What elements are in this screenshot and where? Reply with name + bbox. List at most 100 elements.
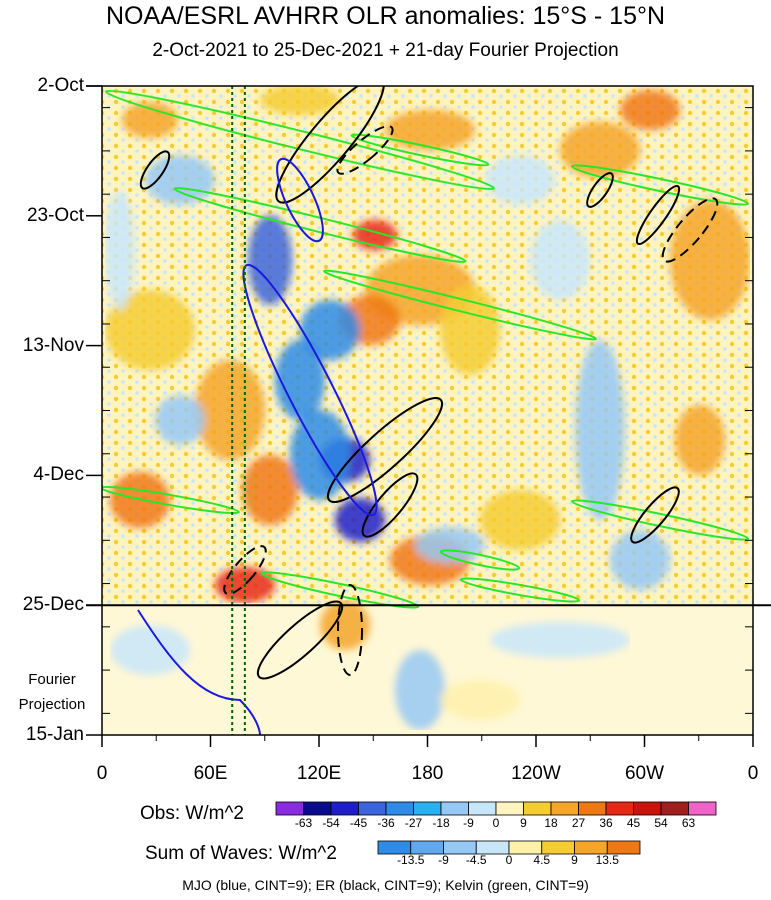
colorbar-swatch (578, 801, 607, 816)
er-contour-negative (337, 584, 363, 676)
anomaly-blob (155, 395, 205, 445)
colorbar-swatch (605, 801, 634, 816)
anomaly-blob (260, 86, 340, 115)
anomaly-blob (195, 360, 265, 460)
mjo-contours (137, 157, 378, 735)
kelvin-contour (323, 269, 597, 341)
x-tick-label: 120W (511, 763, 561, 784)
anomaly-blob (530, 220, 590, 300)
er-contour (630, 486, 680, 544)
colorbar-swatch (688, 801, 717, 816)
anomaly-blob (300, 300, 360, 360)
anomaly-blob (480, 490, 560, 550)
colorbar-label: -9 (438, 853, 449, 867)
projection-blob (110, 625, 190, 675)
colorbar-swatch (523, 801, 552, 816)
colorbar-swatch (606, 840, 641, 855)
colorbar-swatch (358, 801, 387, 816)
colorbar-swatch (413, 801, 442, 816)
kelvin-contour (570, 164, 750, 206)
y-tick-label: 4-Dec (33, 464, 84, 486)
colorbar-label: -18 (432, 816, 450, 830)
er-contour-negative (223, 545, 267, 595)
obs-anomaly-blobs (105, 86, 750, 603)
projection-anomaly-blobs (110, 600, 630, 730)
projection-blob (320, 600, 370, 650)
er-contour-negative (661, 197, 719, 263)
er-contour-negative (336, 125, 394, 175)
er-contours (139, 86, 719, 680)
mjo-contour (137, 609, 261, 735)
x-ticks (101, 735, 754, 747)
colorbar-swatch (550, 801, 579, 816)
kelvin-contour (439, 549, 521, 571)
anomaly-blob (670, 200, 750, 320)
projection-blob (490, 622, 630, 658)
colorbar-swatch (633, 801, 662, 816)
colorbar-label: 54 (654, 816, 668, 830)
anomaly-blob (385, 110, 475, 150)
er-contour (326, 397, 444, 503)
anomaly-blob (122, 102, 178, 138)
colorbar-swatch (275, 801, 304, 816)
colorbar-label: 0 (492, 816, 500, 830)
anomaly-blob (675, 405, 725, 475)
projection-blob (440, 680, 520, 720)
x-tick-label: 60E (193, 763, 228, 784)
y-tick-label: 15-Jan (25, 724, 84, 745)
colorbar-label: 18 (544, 816, 558, 830)
x-tick-label: 60W (624, 763, 665, 784)
kelvin-contour (260, 571, 420, 609)
x-tick-label: 180 (411, 763, 444, 784)
anomaly-blob (415, 527, 485, 563)
er-contour (275, 86, 385, 204)
er-contour (256, 600, 344, 680)
projection-label-line1: Fourier (28, 671, 76, 688)
y-ticks (86, 85, 753, 736)
obs-colorbar (275, 801, 717, 816)
colorbar-label: -63 (294, 816, 313, 830)
colorbar-swatch (385, 801, 414, 816)
colorbar-label: 36 (599, 816, 613, 830)
anomaly-blob (575, 340, 625, 520)
er-contour (361, 472, 419, 538)
anomaly-blob (145, 155, 215, 205)
colorbar-label: -4.5 (465, 853, 487, 867)
anomaly-blob (242, 455, 298, 525)
waves-legend-title: Sum of Waves: W/m^2 (145, 843, 337, 864)
anomaly-blob (248, 215, 292, 305)
chart-subtitle: 2-Oct-2021 to 25-Dec-2021 + 21-day Fouri… (152, 40, 619, 61)
x-tick-label: 120E (296, 763, 342, 784)
colorbar-label: 45 (626, 816, 641, 830)
colorbar-label: -9 (463, 816, 474, 830)
anomaly-blob (560, 122, 640, 178)
kelvin-contour (350, 133, 490, 167)
anomaly-blob (105, 290, 195, 370)
colorbar-swatch (330, 801, 359, 816)
er-contour (586, 172, 614, 208)
kelvin-contour (459, 577, 581, 603)
x-tick-label: 0 (96, 763, 108, 784)
mjo-contour (276, 157, 324, 243)
reference-lon-lines (231, 86, 246, 735)
colorbar-label: 13.5 (595, 853, 619, 867)
kelvin-contours (102, 89, 750, 609)
footer-note: MJO (blue, CINT=9); ER (black, CINT=9); … (182, 877, 589, 893)
colorbar-label: 27 (571, 816, 586, 830)
mjo-contour (242, 263, 378, 517)
x-tick-label: 0 (747, 763, 759, 784)
anomaly-blob (610, 530, 670, 590)
colorbar-swatch (660, 801, 689, 816)
projection-label-line2: Projection (18, 696, 86, 713)
y-tick-label: 23-Oct (26, 204, 84, 226)
kelvin-contour (102, 485, 240, 515)
colorbar-label: 63 (681, 816, 696, 830)
colorbar-label: -13.5 (397, 853, 425, 867)
colorbar-label: -27 (404, 816, 423, 830)
colorbar-label: 4.5 (533, 853, 551, 867)
colorbar-swatch (468, 801, 497, 816)
projection-blob (395, 650, 445, 730)
er-contour (139, 150, 171, 190)
colorbar-label: -45 (349, 816, 368, 830)
